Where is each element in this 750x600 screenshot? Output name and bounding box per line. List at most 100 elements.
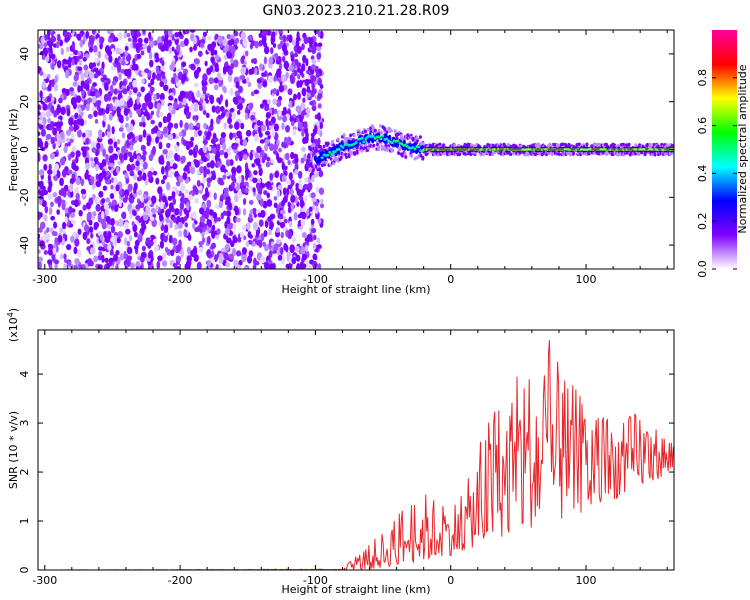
noise-speck bbox=[269, 143, 275, 152]
noise-speck bbox=[43, 49, 49, 55]
noise-speck bbox=[183, 197, 190, 203]
noise-speck bbox=[50, 36, 57, 43]
noise-speck bbox=[229, 38, 235, 45]
noise-speck bbox=[235, 137, 241, 144]
noise-speck bbox=[93, 221, 100, 229]
noise-speck bbox=[305, 259, 310, 267]
noise-speck bbox=[150, 234, 156, 240]
noise-speck bbox=[267, 99, 271, 105]
noise-speck bbox=[64, 216, 68, 225]
noise-speck bbox=[75, 177, 81, 186]
noise-speck bbox=[69, 138, 74, 144]
noise-speck bbox=[224, 243, 230, 252]
noise-speck bbox=[311, 197, 317, 203]
noise-speck bbox=[225, 210, 232, 217]
noise-speck bbox=[226, 216, 231, 225]
noise-speck bbox=[210, 118, 214, 127]
noise-speck bbox=[99, 234, 103, 241]
noise-speck bbox=[274, 170, 280, 179]
noise-speck bbox=[59, 253, 64, 260]
snr-y-tick-label: 2 bbox=[18, 469, 31, 476]
noise-speck bbox=[318, 187, 325, 196]
noise-speck bbox=[234, 207, 240, 216]
noise-speck bbox=[239, 181, 245, 187]
noise-speck bbox=[251, 163, 256, 168]
noise-speck bbox=[114, 57, 119, 65]
snr-y-tick-label: 4 bbox=[18, 371, 31, 378]
noise-speck bbox=[92, 67, 99, 73]
noise-speck bbox=[215, 105, 221, 115]
noise-speck bbox=[150, 195, 157, 205]
noise-speck bbox=[316, 237, 321, 244]
noise-speck bbox=[150, 78, 155, 86]
noise-speck bbox=[263, 261, 269, 269]
noise-speck bbox=[258, 239, 263, 248]
noise-speck bbox=[160, 66, 166, 71]
noise-speck bbox=[131, 221, 135, 227]
noise-speck bbox=[314, 206, 319, 215]
signal-halo bbox=[403, 152, 407, 156]
noise-speck bbox=[223, 87, 227, 94]
noise-speck bbox=[303, 36, 309, 45]
noise-speck bbox=[129, 170, 135, 177]
signal-mid bbox=[381, 134, 385, 138]
noise-speck bbox=[148, 51, 153, 60]
noise-speck bbox=[102, 114, 107, 122]
noise-speck bbox=[44, 34, 49, 40]
noise-speck bbox=[76, 118, 81, 125]
noise-speck bbox=[300, 218, 306, 227]
noise-speck bbox=[123, 107, 129, 117]
noise-speck bbox=[186, 145, 190, 150]
noise-speck bbox=[264, 130, 271, 136]
noise-speck bbox=[195, 122, 201, 128]
noise-speck bbox=[228, 253, 234, 260]
noise-speck bbox=[142, 30, 146, 35]
noise-speck bbox=[289, 76, 296, 85]
noise-speck bbox=[171, 237, 178, 246]
noise-speck bbox=[191, 211, 197, 220]
noise-speck bbox=[306, 85, 311, 93]
noise-speck bbox=[183, 216, 188, 222]
noise-speck bbox=[161, 260, 168, 267]
noise-speck bbox=[254, 133, 260, 142]
noise-speck bbox=[66, 108, 71, 117]
noise-speck bbox=[174, 170, 179, 177]
signal-halo bbox=[437, 152, 441, 157]
noise-speck bbox=[68, 206, 73, 214]
noise-speck bbox=[280, 231, 284, 239]
noise-speck bbox=[143, 193, 148, 200]
noise-speck bbox=[281, 256, 286, 262]
noise-speck bbox=[236, 95, 242, 100]
noise-speck bbox=[232, 222, 237, 231]
noise-speck bbox=[272, 98, 278, 105]
noise-speck bbox=[278, 62, 283, 71]
noise-speck bbox=[147, 82, 152, 88]
signal-halo bbox=[395, 136, 399, 140]
noise-speck bbox=[227, 201, 232, 209]
signal-halo bbox=[550, 152, 554, 156]
noise-speck bbox=[300, 146, 306, 152]
signal-halo bbox=[418, 135, 422, 139]
noise-speck bbox=[88, 197, 94, 206]
noise-speck bbox=[201, 231, 205, 238]
noise-speck bbox=[69, 52, 74, 58]
noise-speck bbox=[88, 71, 95, 80]
noise-speck bbox=[189, 140, 194, 148]
noise-speck bbox=[113, 253, 118, 262]
noise-speck bbox=[232, 96, 238, 104]
noise-speck bbox=[308, 206, 313, 212]
noise-speck bbox=[203, 122, 207, 130]
noise-speck bbox=[65, 129, 72, 136]
noise-speck bbox=[93, 44, 98, 54]
noise-speck bbox=[269, 221, 275, 229]
noise-speck bbox=[135, 32, 142, 37]
noise-speck bbox=[255, 182, 262, 190]
noise-speck bbox=[156, 73, 161, 81]
noise-speck bbox=[188, 90, 193, 96]
noise-speck bbox=[91, 30, 96, 35]
noise-speck bbox=[294, 246, 300, 252]
noise-speck bbox=[142, 161, 148, 170]
noise-speck bbox=[255, 158, 261, 166]
noise-speck bbox=[307, 79, 312, 84]
noise-speck bbox=[104, 81, 109, 91]
